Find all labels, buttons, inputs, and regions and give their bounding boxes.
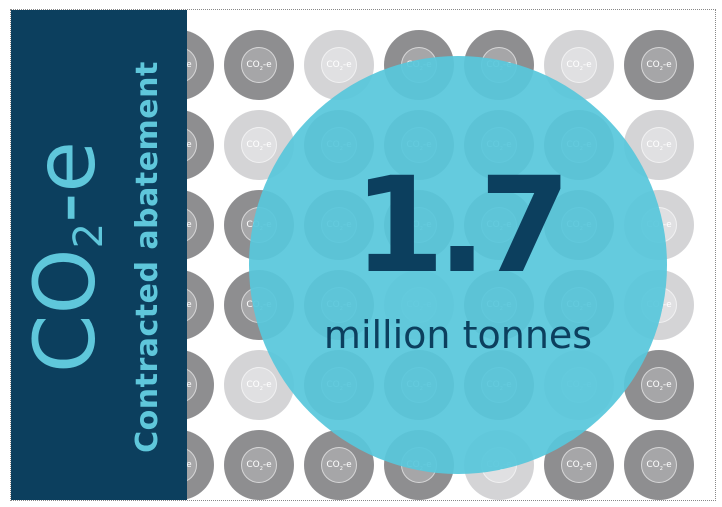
title-co: CO: [16, 248, 114, 374]
co2e-coin-icon: CO2-e: [187, 190, 214, 260]
co2e-coin-icon: CO2-e: [187, 430, 214, 500]
coin-label: CO2-e: [246, 60, 272, 72]
co2e-coin-icon: CO2-e: [224, 430, 294, 500]
sidebar-subtitle: Contracted abatement: [130, 61, 165, 453]
highlight-circle: [249, 56, 667, 474]
coin-label: CO2-e: [187, 30, 214, 100]
coin-label: CO2-e: [187, 270, 214, 340]
coin-label: CO2-e: [246, 140, 272, 152]
co2e-coin-icon: CO2-e: [624, 30, 694, 100]
co2e-coin-icon: CO2-e: [224, 110, 294, 180]
coin-label: CO2-e: [246, 460, 272, 472]
headline-unit: million tonnes: [323, 313, 593, 357]
sidebar-panel: CO2-e Contracted abatement: [11, 10, 187, 500]
headline-value: 1.7: [353, 149, 571, 303]
co2e-coin-icon: CO2-e: [187, 30, 214, 100]
coin-label: CO2-e: [566, 460, 592, 472]
co2e-coin-icon: CO2-e: [624, 430, 694, 500]
co2e-coin-icon: CO2-e: [224, 30, 294, 100]
co2e-coin-icon: CO2-e: [187, 270, 214, 340]
co2e-coin-icon: CO2-e: [624, 110, 694, 180]
coin-label: CO2-e: [646, 60, 672, 72]
coin-label: CO2-e: [566, 60, 592, 72]
co2e-coin-icon: CO2-e: [187, 110, 214, 180]
coin-label: CO2-e: [187, 190, 214, 260]
coin-label: CO2-e: [187, 110, 214, 180]
title-tail: -e: [16, 140, 114, 223]
coin-label: CO2-e: [187, 350, 214, 420]
coin-label: CO2-e: [326, 460, 352, 472]
coin-label: CO2-e: [246, 380, 272, 392]
coin-label: CO2-e: [646, 460, 672, 472]
coin-label: CO2-e: [646, 140, 672, 152]
co2e-coin-icon: CO2-e: [187, 350, 214, 420]
sidebar-title: CO2-e: [16, 141, 114, 373]
co2e-coin-icon: CO2-e: [224, 350, 294, 420]
coin-label: CO2-e: [326, 60, 352, 72]
coin-label: CO2-e: [646, 380, 672, 392]
infographic-card: CO2-e Contracted abatement CO2-e CO2-e CO2…: [10, 9, 716, 501]
title-subscript: 2: [66, 222, 112, 249]
co2e-coin-icon: CO2-e: [304, 30, 374, 100]
coin-label: CO2-e: [187, 430, 214, 500]
